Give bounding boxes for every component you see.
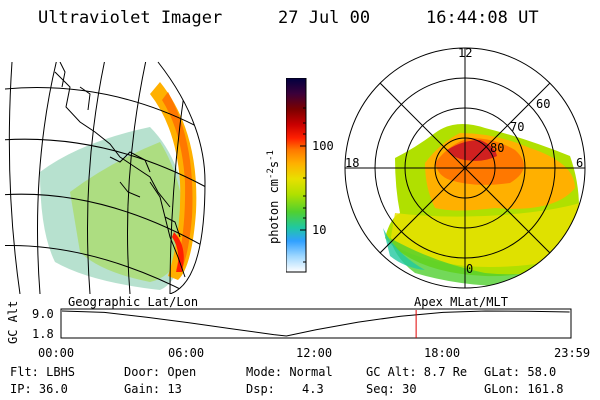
door-field: Door: Open xyxy=(124,365,197,379)
colorbar xyxy=(286,78,307,273)
instrument-title: Ultraviolet Imager xyxy=(38,8,223,28)
lat-label-60: 60 xyxy=(536,97,551,111)
x-tick-1200: 12:00 xyxy=(296,346,333,360)
lat-label-80: 80 xyxy=(490,141,505,155)
x-tick-1800: 18:00 xyxy=(424,346,461,360)
gain-field: Gain: 13 xyxy=(124,382,182,396)
x-tick-2359: 23:59 xyxy=(554,346,591,360)
apex-label: Apex MLat/MLT xyxy=(414,295,508,309)
ip-field: IP: 36.0 xyxy=(10,382,68,396)
mlt-label-12: 12 xyxy=(458,46,473,60)
date-label: 27 Jul 00 xyxy=(278,8,371,28)
time-label: 16:44:08 UT xyxy=(426,8,539,28)
lat-label-70: 70 xyxy=(510,120,525,134)
dsp-field-value: 4.3 xyxy=(302,382,324,396)
gc-alt-field: GC Alt: 8.7 Re xyxy=(366,365,468,379)
flt-field: Flt: LBHS xyxy=(10,365,76,379)
altitude-axis-label: GC Alt xyxy=(6,300,20,344)
x-tick-0000: 00:00 xyxy=(38,346,75,360)
seq-field: Seq: 30 xyxy=(366,382,417,396)
mlt-label-6: 6 xyxy=(576,156,584,170)
polar-plot xyxy=(344,47,586,289)
altitude-max-label: 9.0 xyxy=(32,307,54,321)
altitude-frame xyxy=(60,308,572,339)
glon-field: GLon: 161.8 xyxy=(484,382,564,396)
altitude-track xyxy=(60,308,572,339)
altitude-min-label: 1.8 xyxy=(32,327,54,341)
mode-field: Mode: Normal xyxy=(246,365,333,379)
mlt-label-0: 0 xyxy=(466,262,474,276)
altitude-series-line xyxy=(61,310,570,337)
glat-field: GLat: 58.0 xyxy=(484,365,557,379)
x-tick-0600: 06:00 xyxy=(168,346,205,360)
colorbar-tick-100: 100 xyxy=(312,139,334,153)
geographic-image xyxy=(5,61,206,294)
mlt-label-18: 18 xyxy=(345,156,360,170)
colorbar-label: photon cm-2s-1 xyxy=(266,150,281,244)
colorbar-tick-10: 10 xyxy=(312,223,327,237)
geographic-label: Geographic Lat/Lon xyxy=(68,295,199,309)
dsp-field-label: Dsp: xyxy=(246,382,275,396)
